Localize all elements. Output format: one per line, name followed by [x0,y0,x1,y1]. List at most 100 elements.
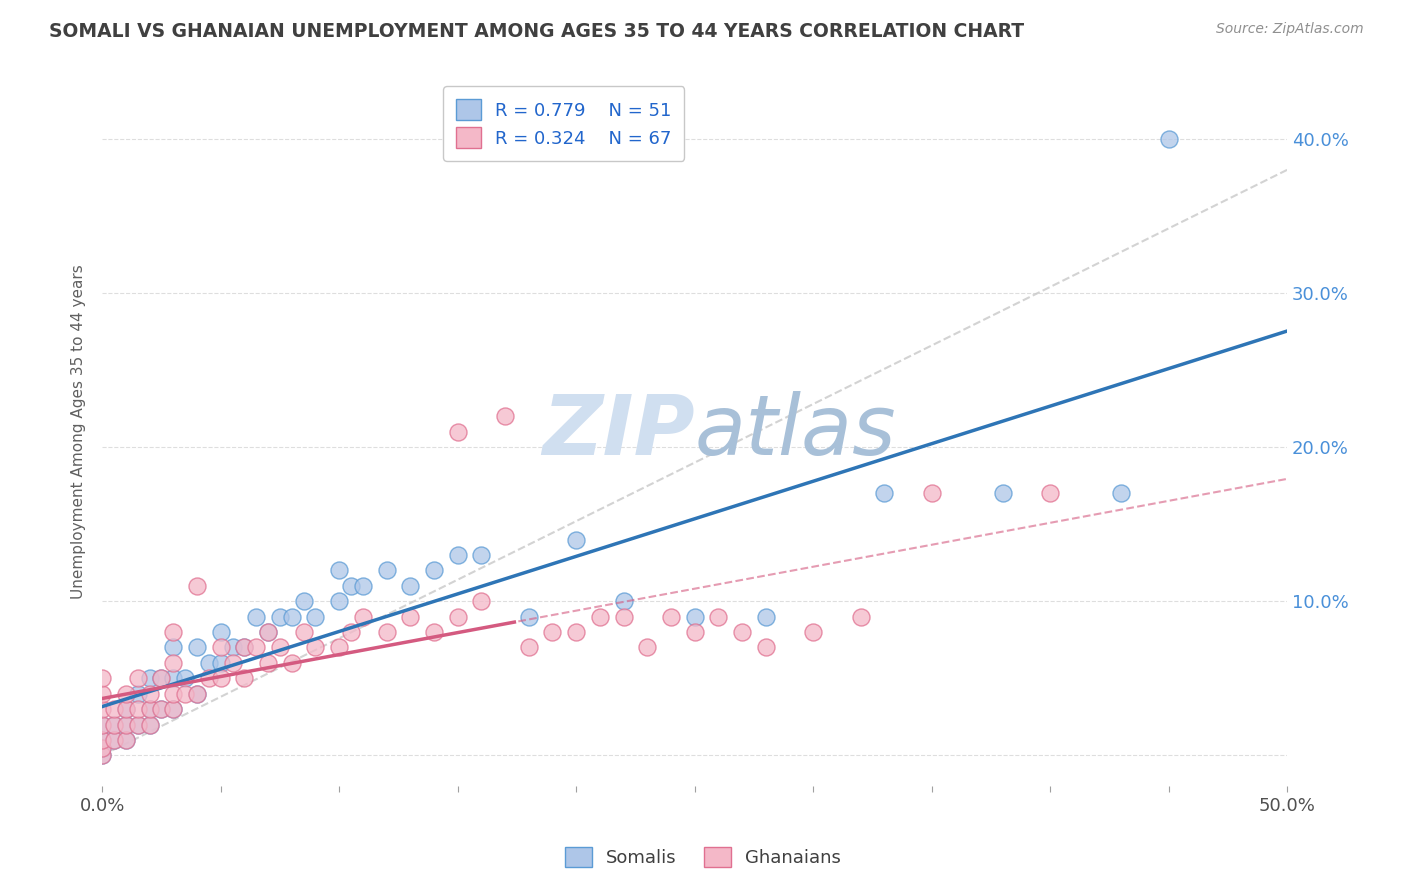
Point [186,687,208,701]
Point [127,717,149,731]
Point [707,609,730,624]
Point [91,740,114,755]
Point [138,671,160,685]
Point [162,640,184,655]
Point [991,486,1014,500]
Point [138,717,160,731]
Point [138,717,160,731]
Point [91,687,114,701]
Point [921,486,943,500]
Point [186,687,208,701]
Text: ZIP: ZIP [543,392,695,472]
Point [162,702,184,716]
Legend: R = 0.779    N = 51, R = 0.324    N = 67: R = 0.779 N = 51, R = 0.324 N = 67 [443,87,685,161]
Point [340,625,363,640]
Point [494,409,516,424]
Point [292,625,315,640]
Point [150,671,173,685]
Point [233,640,256,655]
Point [115,717,138,731]
Point [245,640,267,655]
Point [103,702,125,716]
Point [103,733,125,747]
Point [423,564,446,578]
Point [103,717,125,731]
Point [186,579,208,593]
Point [162,656,184,670]
Point [1157,132,1180,146]
Point [221,640,243,655]
Point [186,640,208,655]
Point [115,733,138,747]
Point [447,609,470,624]
Point [659,609,682,624]
Point [233,671,256,685]
Point [281,656,304,670]
Point [755,640,778,655]
Point [103,717,125,731]
Point [399,609,422,624]
Point [565,533,588,547]
Point [470,548,492,562]
Point [245,609,267,624]
Point [138,687,160,701]
Point [269,609,291,624]
Point [127,717,149,731]
Point [612,609,634,624]
Point [328,640,350,655]
Point [91,702,114,716]
Point [470,594,492,608]
Text: Source: ZipAtlas.com: Source: ZipAtlas.com [1216,22,1364,37]
Point [731,625,754,640]
Point [517,640,540,655]
Point [91,748,114,763]
Point [162,702,184,716]
Point [162,671,184,685]
Point [304,640,326,655]
Point [174,671,197,685]
Point [1109,486,1132,500]
Point [683,609,706,624]
Point [233,640,256,655]
Point [91,748,114,763]
Point [328,594,350,608]
Point [755,609,778,624]
Point [399,579,422,593]
Point [541,625,564,640]
Point [162,687,184,701]
Point [683,625,706,640]
Point [209,671,232,685]
Point [127,687,149,701]
Point [127,671,149,685]
Point [352,609,374,624]
Point [423,625,446,640]
Point [873,486,896,500]
Point [91,740,114,755]
Text: atlas: atlas [695,392,896,472]
Point [150,702,173,716]
Point [127,702,149,716]
Point [91,717,114,731]
Point [447,548,470,562]
Point [636,640,658,655]
Point [257,625,280,640]
Point [292,594,315,608]
Point [517,609,540,624]
Point [198,656,221,670]
Point [340,579,363,593]
Legend: Somalis, Ghanaians: Somalis, Ghanaians [557,839,849,874]
Point [91,717,114,731]
Point [375,564,398,578]
Point [352,579,374,593]
Point [304,609,326,624]
Point [115,687,138,701]
Point [91,671,114,685]
Point [115,733,138,747]
Point [328,564,350,578]
Point [150,671,173,685]
Point [801,625,824,640]
Point [849,609,872,624]
Point [257,625,280,640]
Point [589,609,612,624]
Point [103,733,125,747]
